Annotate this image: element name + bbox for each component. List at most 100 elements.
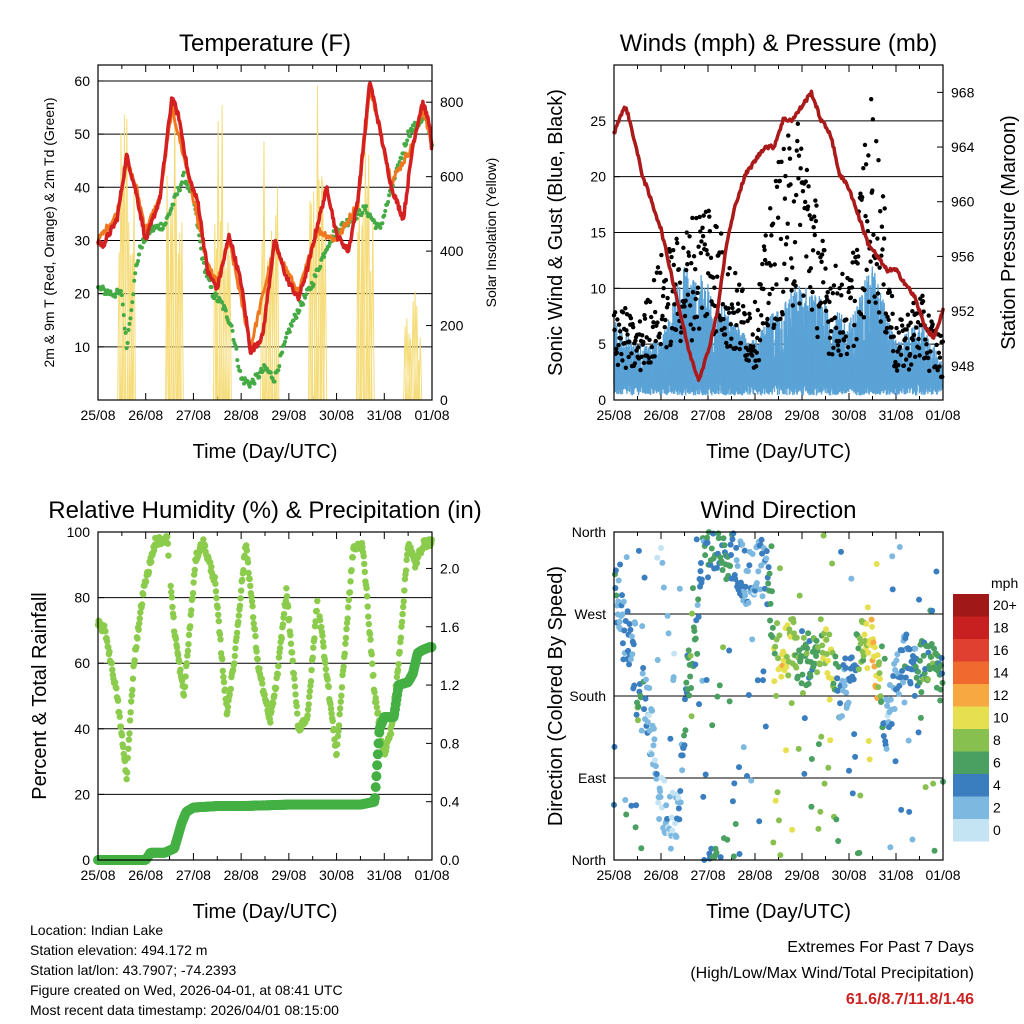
dewpoint-point bbox=[272, 379, 277, 384]
y2-tick-label: 1.6 bbox=[440, 619, 460, 635]
dewpoint-point bbox=[395, 163, 400, 168]
rh-point bbox=[128, 698, 135, 705]
gust-point bbox=[870, 117, 876, 122]
y2-axis-label: Station Pressure (Maroon) bbox=[998, 115, 1020, 350]
direction-point bbox=[691, 628, 698, 635]
direction-point bbox=[837, 700, 844, 707]
gust-point bbox=[628, 315, 634, 321]
gust-point bbox=[790, 265, 795, 270]
rh-point bbox=[185, 640, 192, 648]
dewpoint-point bbox=[406, 129, 411, 134]
gust-point bbox=[660, 293, 666, 299]
dewpoint-point bbox=[171, 202, 176, 207]
gust-point bbox=[796, 176, 801, 181]
direction-point bbox=[626, 661, 633, 668]
direction-point bbox=[694, 650, 701, 657]
solar-spike bbox=[227, 255, 232, 401]
gust-point bbox=[880, 194, 886, 199]
rh-point bbox=[324, 676, 331, 683]
rh-point bbox=[142, 578, 150, 585]
precip-point bbox=[372, 760, 383, 771]
gust-point bbox=[687, 303, 693, 308]
direction-point bbox=[805, 680, 812, 687]
x-tick-label: 01/08 bbox=[414, 867, 449, 883]
rh-point bbox=[145, 568, 153, 576]
gust-point bbox=[930, 322, 935, 327]
gust-point bbox=[642, 316, 648, 321]
gust-point bbox=[813, 198, 818, 203]
y2-tick-label: 200 bbox=[440, 318, 464, 334]
legend-label: 16 bbox=[993, 642, 1009, 658]
rh-point bbox=[290, 670, 298, 677]
gust-point bbox=[696, 244, 701, 249]
gust-point bbox=[840, 271, 845, 277]
direction-point bbox=[630, 641, 637, 648]
direction-point bbox=[827, 737, 834, 744]
gust-point bbox=[884, 330, 889, 335]
rh-point bbox=[248, 598, 256, 605]
direction-point bbox=[698, 576, 705, 583]
gust-point bbox=[843, 334, 849, 339]
rh-point bbox=[403, 556, 410, 564]
gust-point bbox=[766, 300, 771, 306]
direction-point bbox=[646, 684, 653, 691]
direction-point bbox=[799, 628, 805, 635]
direction-point bbox=[838, 548, 845, 555]
gust-point bbox=[804, 254, 809, 259]
legend-label: 18 bbox=[993, 620, 1009, 636]
rh-point bbox=[125, 745, 132, 752]
rh-point bbox=[333, 750, 340, 758]
direction-point bbox=[667, 845, 674, 852]
legend-swatch bbox=[953, 706, 989, 729]
gust-point bbox=[724, 340, 729, 346]
direction-point bbox=[720, 535, 727, 542]
dewpoint-point bbox=[387, 193, 392, 198]
rh-point bbox=[184, 647, 192, 655]
gust-point bbox=[874, 138, 879, 144]
direction-point bbox=[826, 696, 833, 703]
gust-point bbox=[924, 350, 930, 356]
gust-point bbox=[894, 368, 900, 373]
rh-point bbox=[292, 691, 299, 698]
direction-point bbox=[875, 684, 882, 691]
rh-point bbox=[283, 593, 291, 600]
gust-point bbox=[863, 213, 868, 219]
gust-point bbox=[858, 311, 864, 317]
solar-spike bbox=[265, 261, 270, 401]
direction-point bbox=[638, 727, 645, 734]
solar-spike bbox=[355, 231, 360, 401]
gust-point bbox=[874, 261, 880, 267]
y-axis-label: Percent & Total Rainfall bbox=[29, 592, 51, 800]
gust-point bbox=[740, 304, 746, 309]
direction-point bbox=[754, 677, 761, 684]
rh-point bbox=[233, 629, 241, 637]
gust-point bbox=[775, 215, 781, 220]
gust-point bbox=[614, 346, 619, 352]
gust-point bbox=[733, 345, 739, 351]
direction-point bbox=[813, 652, 820, 659]
direction-point bbox=[765, 564, 772, 571]
rh-point bbox=[402, 567, 410, 574]
legend-label: 2 bbox=[993, 800, 1001, 816]
rh-point bbox=[341, 650, 348, 657]
rh-point bbox=[237, 595, 244, 602]
gust-point bbox=[811, 225, 816, 230]
gust-point bbox=[778, 236, 784, 242]
direction-point bbox=[628, 633, 635, 640]
legend-swatch bbox=[953, 729, 989, 752]
direction-point bbox=[798, 652, 805, 659]
gust-point bbox=[744, 352, 750, 358]
solar-spike bbox=[275, 187, 280, 401]
latlon-text: Station lat/lon: 43.7907; -74.2393 bbox=[30, 962, 237, 978]
gust-point bbox=[810, 289, 815, 295]
rh-point bbox=[164, 540, 172, 547]
dewpoint-point bbox=[247, 384, 252, 389]
x-tick-label: 26/08 bbox=[128, 867, 163, 883]
x-tick-label: 25/08 bbox=[596, 407, 631, 423]
gust-point bbox=[896, 330, 902, 335]
x-tick-label: 01/08 bbox=[925, 407, 960, 423]
dewpoint-point bbox=[268, 370, 273, 375]
y-tick-label: 40 bbox=[74, 721, 90, 737]
gust-point bbox=[808, 266, 814, 271]
rh-point bbox=[243, 547, 251, 554]
